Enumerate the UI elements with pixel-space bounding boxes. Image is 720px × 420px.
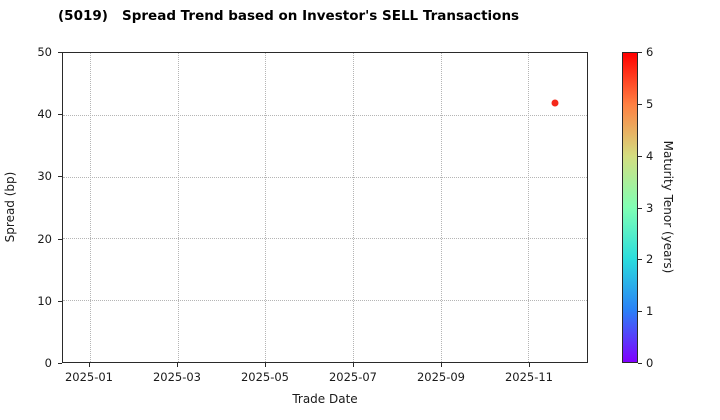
colorbar-tick-label: 5 bbox=[646, 96, 654, 111]
colorbar-tick-label: 4 bbox=[646, 148, 654, 163]
x-tick-label: 2025-07 bbox=[328, 370, 377, 384]
y-tick-label: 10 bbox=[37, 293, 52, 308]
vertical-gridline bbox=[265, 53, 267, 362]
y-tick-mark bbox=[58, 300, 62, 302]
colorbar bbox=[622, 52, 638, 363]
y-tick-label: 0 bbox=[44, 356, 52, 370]
y-tick-label: 20 bbox=[37, 231, 52, 246]
colorbar-tick-label: 2 bbox=[646, 252, 654, 267]
vertical-gridline bbox=[89, 53, 91, 362]
vertical-gridline bbox=[352, 53, 354, 362]
horizontal-gridline bbox=[63, 300, 587, 302]
x-tick-label: 2025-09 bbox=[416, 370, 465, 384]
x-tick-label: 2025-05 bbox=[240, 370, 289, 384]
x-tick-mark bbox=[352, 363, 354, 367]
y-tick-mark bbox=[58, 363, 62, 364]
colorbar-tick-label: 1 bbox=[646, 304, 654, 319]
vertical-gridline bbox=[177, 53, 179, 362]
x-tick-label: 2025-11 bbox=[504, 370, 553, 384]
x-tick-mark bbox=[88, 363, 90, 367]
y-tick-mark bbox=[58, 52, 62, 53]
y-tick-label: 30 bbox=[37, 169, 52, 184]
horizontal-gridline bbox=[63, 114, 587, 116]
colorbar-tick-mark bbox=[638, 155, 642, 157]
colorbar-tick-mark bbox=[638, 311, 642, 313]
y-tick-label: 40 bbox=[37, 107, 52, 122]
horizontal-gridline bbox=[63, 176, 587, 178]
x-tick-mark bbox=[440, 363, 442, 367]
colorbar-tick-mark bbox=[638, 259, 642, 261]
colorbar-tick-mark bbox=[638, 207, 642, 209]
vertical-gridline bbox=[528, 53, 530, 362]
x-tick-mark bbox=[176, 363, 178, 367]
colorbar-tick-mark bbox=[638, 363, 642, 364]
x-tick-mark bbox=[264, 363, 266, 367]
colorbar-tick-mark bbox=[638, 103, 642, 105]
data-point bbox=[551, 99, 559, 107]
x-axis-label: Trade Date bbox=[292, 392, 358, 406]
x-tick-label: 2025-03 bbox=[152, 370, 201, 384]
colorbar-tick-label: 6 bbox=[646, 45, 654, 59]
y-tick-mark bbox=[58, 176, 62, 178]
colorbar-label: Maturity Tenor (years) bbox=[661, 140, 675, 274]
colorbar-tick-mark bbox=[638, 52, 642, 53]
horizontal-gridline bbox=[63, 238, 587, 240]
colorbar-tick-label: 0 bbox=[646, 356, 654, 370]
y-tick-mark bbox=[58, 114, 62, 116]
y-tick-mark bbox=[58, 238, 62, 240]
plot-area bbox=[62, 52, 588, 363]
x-tick-mark bbox=[528, 363, 530, 367]
vertical-gridline bbox=[440, 53, 442, 362]
colorbar-tick-label: 3 bbox=[646, 200, 654, 215]
x-tick-label: 2025-01 bbox=[64, 370, 113, 384]
chart-title: (5019) Spread Trend based on Investor's … bbox=[58, 8, 520, 24]
y-tick-label: 50 bbox=[37, 45, 52, 59]
